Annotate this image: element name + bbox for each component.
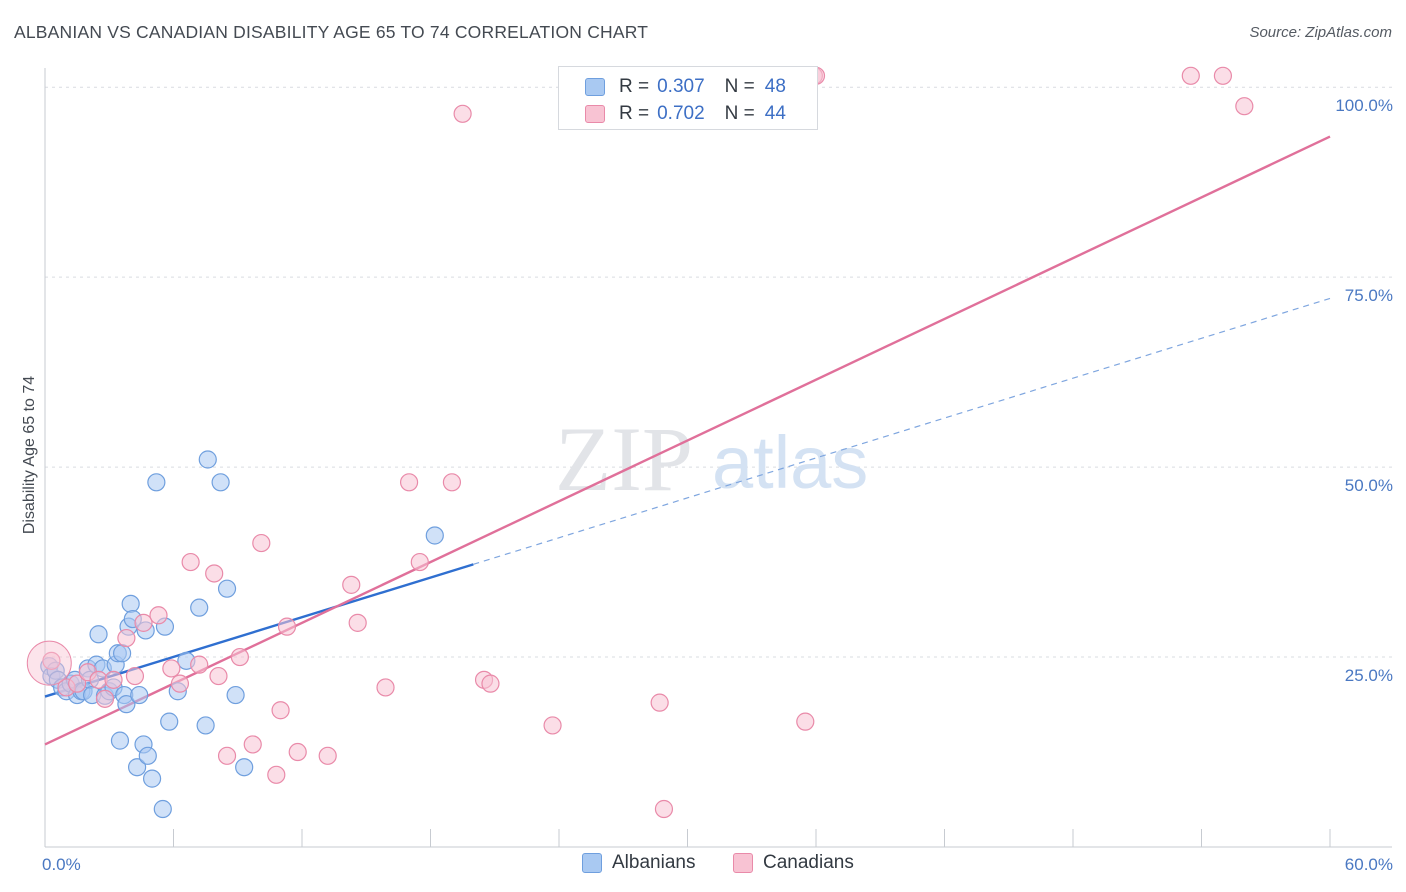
- point-albanians-46: [226, 685, 245, 705]
- legend-r-label: R =: [619, 76, 650, 97]
- point-canadians-42: [1213, 66, 1233, 85]
- y-tick-label-3: 100.0%: [1335, 96, 1393, 115]
- legend-row-canadians: R = 0.702 N = 44: [585, 102, 786, 126]
- point-albanians-33: [138, 746, 157, 765]
- point-albanians-38: [160, 712, 179, 731]
- point-albanians-42: [196, 716, 215, 735]
- legend-swatch-albanians: [582, 853, 602, 873]
- point-canadians-32: [453, 104, 472, 123]
- point-canadians-35: [543, 716, 562, 735]
- point-canadians-20: [252, 533, 271, 553]
- point-albanians-27: [121, 594, 140, 613]
- point-canadians-16: [209, 666, 228, 686]
- chart-title: ALBANIAN VS CANADIAN DISABILITY AGE 65 T…: [14, 22, 649, 42]
- trend-line-canadians: [44, 135, 1331, 746]
- point-canadians-34: [481, 674, 500, 693]
- data-points: [26, 66, 1254, 819]
- point-canadians-31: [442, 473, 462, 492]
- point-canadians-29: [399, 473, 419, 492]
- point-canadians-25: [318, 746, 337, 765]
- point-albanians-36: [153, 799, 172, 819]
- legend-swatch-canadians: [585, 105, 605, 123]
- point-canadians-21: [267, 765, 286, 784]
- point-albanians-48: [425, 526, 444, 545]
- axes-layer: [44, 68, 1392, 848]
- legend-swatch-albanians: [585, 78, 605, 96]
- point-canadians-2: [68, 674, 87, 693]
- point-albanians-34: [142, 769, 162, 788]
- legend-n-value: 48: [764, 76, 786, 97]
- point-canadians-26: [342, 575, 361, 594]
- legend-r-value: 0.307: [657, 76, 705, 97]
- y-tick-label-2: 75.0%: [1345, 286, 1393, 305]
- point-albanians-15: [89, 625, 108, 644]
- point-albanians-41: [190, 598, 209, 617]
- series-legend: Albanians Canadians: [0, 852, 1406, 878]
- point-albanians-35: [147, 473, 166, 492]
- point-albanians-47: [235, 758, 254, 777]
- point-canadians-15: [205, 564, 224, 583]
- point-canadians-6: [104, 670, 123, 689]
- source-credit: Source: ZipAtlas.com: [1249, 24, 1392, 41]
- point-canadians-0: [42, 651, 61, 670]
- x-tick-label-1: 60.0%: [1345, 855, 1393, 874]
- point-canadians-17: [217, 746, 237, 765]
- stats-legend: R = 0.307 N = 48 R = 0.702 N = 44: [558, 66, 818, 130]
- point-canadians-10: [149, 606, 168, 625]
- point-canadians-large: [26, 640, 72, 686]
- y-tick-label-1: 50.0%: [1345, 476, 1393, 495]
- legend-r-value: 0.702: [657, 103, 705, 124]
- point-canadians-7: [117, 628, 136, 648]
- point-canadians-28: [376, 678, 395, 697]
- legend-n-value: 44: [764, 103, 786, 124]
- point-canadians-41: [1181, 66, 1200, 85]
- point-canadians-24: [288, 742, 307, 762]
- point-canadians-23: [277, 617, 297, 636]
- y-axis-label: Disability Age 65 to 74: [21, 376, 38, 534]
- point-canadians-38: [796, 712, 815, 731]
- point-canadians-18: [230, 647, 249, 667]
- legend-label-albanians: Albanians: [612, 852, 696, 873]
- point-albanians-29: [127, 758, 147, 777]
- point-canadians-22: [271, 701, 290, 720]
- legend-r-label: R =: [619, 103, 650, 124]
- point-albanians-23: [112, 644, 132, 663]
- point-albanians-30: [130, 685, 149, 705]
- point-canadians-37: [654, 799, 674, 819]
- y-tick-label-0: 25.0%: [1345, 666, 1393, 685]
- point-canadians-27: [348, 613, 367, 632]
- point-albanians-43: [198, 450, 217, 469]
- x-tick-label-0: 0.0%: [42, 855, 81, 874]
- point-canadians-9: [134, 613, 153, 632]
- watermark: ZIP atlas: [555, 408, 868, 510]
- point-canadians-8: [125, 666, 145, 686]
- grid-layer: [45, 86, 1392, 658]
- tick-labels: 25.0% 50.0% 75.0% 100.0% 0.0% 60.0%: [42, 96, 1393, 874]
- point-canadians-36: [650, 693, 669, 712]
- point-canadians-14: [190, 655, 209, 674]
- point-canadians-5: [95, 689, 115, 708]
- legend-label-canadians: Canadians: [763, 852, 854, 873]
- watermark-atlas: atlas: [712, 421, 868, 504]
- point-albanians-44: [211, 473, 230, 492]
- legend-item-albanians: Albanians: [582, 852, 695, 874]
- legend-n-label: N =: [724, 103, 755, 124]
- legend-item-canadians: Canadians: [733, 852, 854, 874]
- point-canadians-30: [410, 552, 429, 572]
- point-canadians-11: [162, 659, 181, 678]
- point-albanians-22: [110, 731, 130, 750]
- legend-n-label: N =: [724, 76, 755, 97]
- point-albanians-45: [217, 579, 237, 598]
- point-albanians-25: [117, 695, 136, 714]
- legend-swatch-canadians: [733, 853, 753, 873]
- point-canadians-19: [243, 735, 262, 754]
- legend-row-albanians: R = 0.307 N = 48: [585, 75, 786, 99]
- point-canadians-12: [170, 674, 190, 693]
- point-canadians-43: [1235, 97, 1254, 116]
- point-canadians-13: [181, 552, 200, 572]
